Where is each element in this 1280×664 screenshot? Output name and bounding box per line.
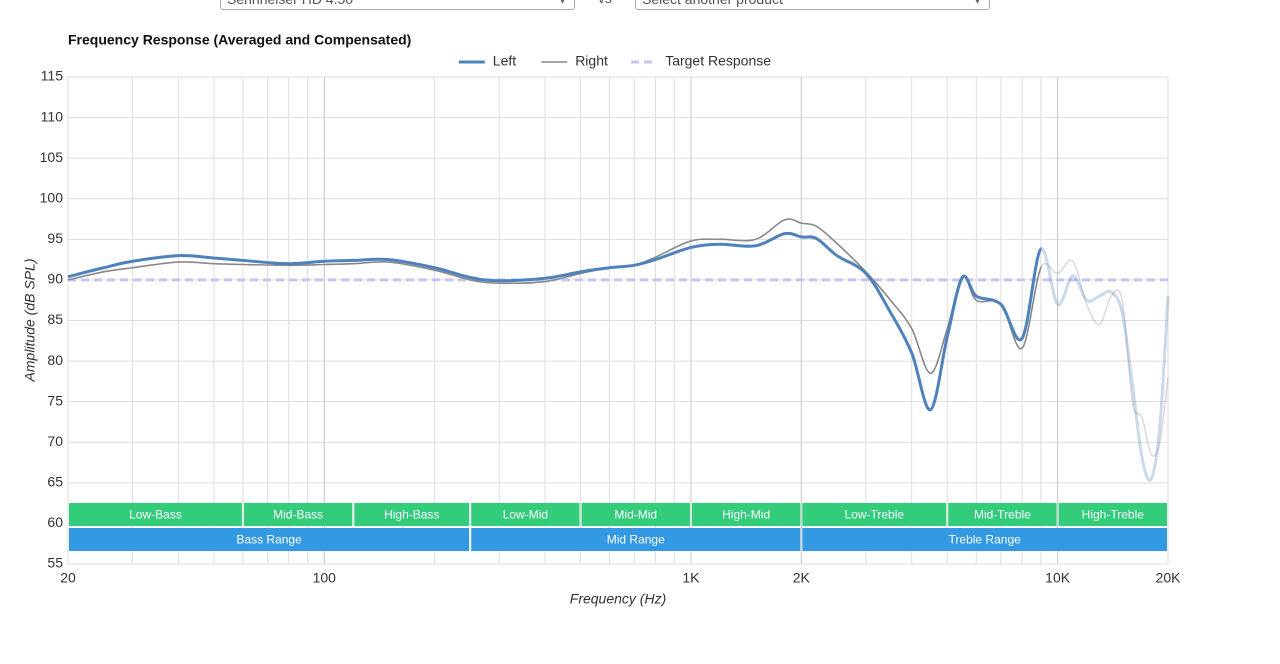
range-label: Low-Treble [844, 508, 904, 522]
chart-title: Frequency Response (Averaged and Compens… [68, 32, 411, 48]
range-label: Mid-Bass [273, 508, 323, 522]
range-label: Treble Range [949, 533, 1022, 547]
legend-label: Left [493, 53, 516, 69]
series-line [67, 231, 1170, 482]
range-band [948, 503, 1057, 526]
y-axis-label: Amplitude (dB SPL) [22, 259, 38, 383]
y-tick-label: 80 [47, 352, 63, 368]
range-label: Low-Bass [129, 508, 182, 522]
y-tick-label: 110 [41, 108, 64, 124]
y-tick-label: 90 [47, 271, 63, 287]
legend-label: Target Response [665, 53, 771, 69]
y-tick-label: 100 [40, 189, 64, 205]
y-tick-label: 95 [47, 230, 63, 246]
range-band [802, 528, 1167, 551]
x-tick-label: 1K [682, 570, 700, 586]
y-tick-label: 65 [47, 474, 63, 490]
y-tick-label: 70 [47, 433, 63, 449]
range-label: Mid-Mid [614, 508, 657, 522]
chart: Frequency Response (Averaged and Compens… [22, 32, 1182, 607]
y-tick-label: 105 [40, 149, 64, 165]
range-label: Low-Mid [503, 508, 548, 522]
range-band [471, 528, 801, 551]
range-band [243, 503, 353, 526]
range-label: Bass Range [236, 533, 302, 547]
x-tick-label: 10K [1045, 570, 1071, 586]
y-tick-label: 115 [41, 68, 64, 84]
x-tick-label: 20 [60, 570, 76, 586]
range-band [471, 503, 580, 526]
y-tick-label: 55 [47, 555, 63, 571]
range-band [802, 503, 947, 526]
product-select[interactable]: Sennheiser HD 4.50 [220, 0, 575, 10]
y-tick-label: 60 [47, 514, 63, 530]
range-band [69, 503, 242, 526]
vs-label: — vs — [580, 0, 630, 10]
x-tick-label: 2K [793, 570, 811, 586]
y-tick-label: 85 [47, 311, 63, 327]
x-tick-label: 20K [1156, 570, 1182, 586]
range-label: Mid-Treble [974, 508, 1031, 522]
range-label: High-Mid [722, 508, 770, 522]
range-band [354, 503, 470, 526]
range-band [691, 503, 801, 526]
range-label: High-Treble [1082, 508, 1145, 522]
range-band [1058, 503, 1167, 526]
x-axis-label: Frequency (Hz) [570, 591, 666, 607]
x-tick-label: 100 [313, 570, 337, 586]
y-tick-label: 75 [47, 392, 63, 408]
compare-select[interactable]: Select another product [635, 0, 990, 10]
legend-label: Right [575, 53, 608, 69]
range-label: Mid Range [607, 533, 665, 547]
range-band [581, 503, 690, 526]
series-line [67, 218, 1169, 457]
range-band [69, 528, 470, 551]
range-label: High-Bass [384, 508, 439, 522]
